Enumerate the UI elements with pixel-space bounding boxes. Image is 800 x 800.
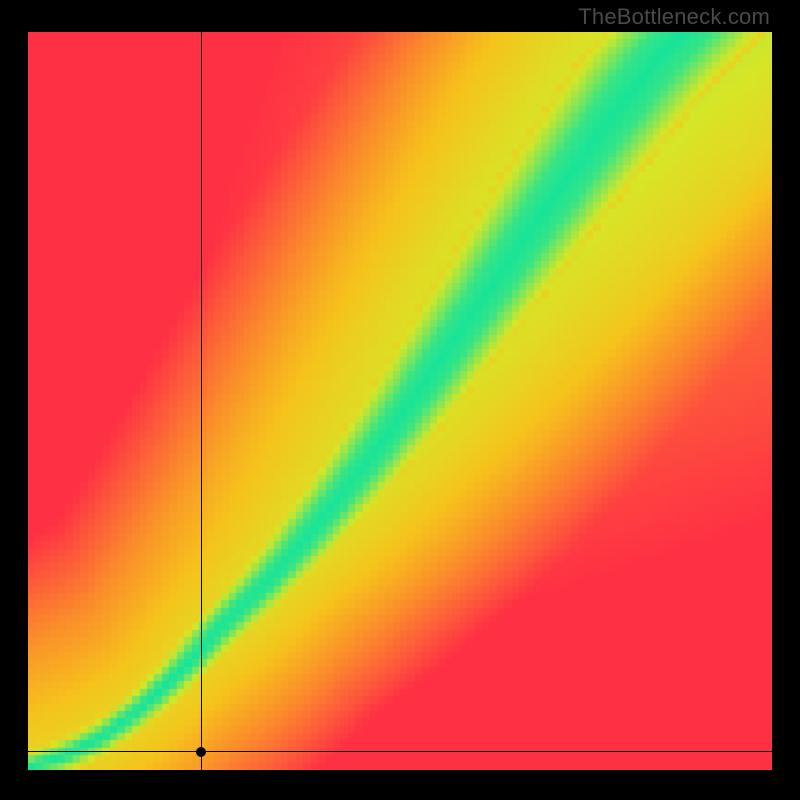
plot-area [28, 32, 772, 770]
marker-dot [196, 747, 206, 757]
frame: TheBottleneck.com [0, 0, 800, 800]
watermark-label: TheBottleneck.com [578, 4, 770, 30]
heatmap-canvas [28, 32, 772, 770]
vertical-guide-line [201, 32, 203, 770]
x-axis-line [28, 751, 772, 753]
